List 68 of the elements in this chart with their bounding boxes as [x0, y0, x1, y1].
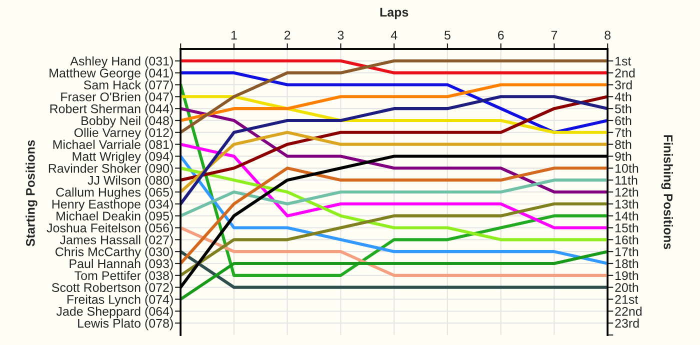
y2-tick-label: 14th [616, 211, 638, 220]
y2-tick-label: 6th [615, 116, 632, 126]
line-series [180, 202, 608, 277]
y2-tick-label: 3rd [615, 80, 632, 90]
category-label: Sam Hack (077) [84, 80, 173, 92]
y2-tick-label: 17th [616, 247, 638, 256]
y2-tick-label: 20th [615, 282, 638, 292]
y2-tick-label: 23rd [615, 318, 639, 328]
category-label: JJ Wilson (080) [88, 176, 173, 188]
category-label: Ashley Hand (031) [70, 56, 173, 68]
line-series [180, 107, 608, 194]
y2-tick-label: 10th [616, 164, 638, 173]
y2-tick-label: 4th [614, 92, 632, 102]
y2-tick-label: 2nd [615, 68, 635, 78]
category-label: Henry Easthope (034) [52, 199, 173, 212]
category-label: Tom Pettifer (038) [74, 270, 173, 283]
y2-axis-title: Finishing Positions [661, 135, 673, 250]
line-series [180, 142, 608, 230]
y2-tick-label: 16th [616, 235, 638, 244]
line-series [180, 83, 608, 122]
line-series [180, 95, 608, 206]
category-label: Callum Hughes (065) [56, 187, 173, 200]
x-tick-label: 7 [551, 30, 558, 40]
line-series [180, 166, 608, 242]
y2-tick-label: 11th [616, 176, 638, 185]
category-label: Matt Wrigley (094) [72, 152, 173, 164]
x-tick-label: 3 [338, 30, 344, 40]
y2-tick-label: 19th [616, 270, 638, 280]
category-label: Scott Robertson (072) [52, 282, 173, 294]
x-tick-label: 8 [604, 30, 611, 40]
y2-tick-label: 22nd [615, 306, 642, 316]
y2-tick-label: 7th [615, 128, 632, 138]
category-label: Matthew George (041) [50, 68, 173, 80]
category-label: Paul Hannah (093) [70, 258, 173, 271]
category-label: Lewis Plato (078) [78, 318, 173, 330]
category-label: Bobby Neil (048) [82, 116, 173, 128]
x-tick-label: 5 [444, 30, 450, 40]
category-label: Freitas Lynch (074) [67, 294, 173, 306]
x-tick-label: 4 [390, 30, 398, 40]
y2-tick-label: 8th [615, 140, 632, 149]
line-series [180, 59, 608, 134]
line-series [180, 95, 608, 182]
y2-tick-label: 12th [616, 187, 638, 197]
category-label: Fraser O'Brien (047) [61, 92, 173, 104]
y2-tick-label: 13th [616, 199, 638, 209]
category-label: Joshua Feitelson (056) [46, 223, 173, 235]
category-label: Michael Varriale (081) [53, 140, 173, 152]
line-series [180, 71, 608, 134]
category-label: Michael Deakin (095) [56, 211, 173, 223]
y2-tick-label: 5th [615, 104, 632, 114]
line-series [180, 178, 608, 218]
category-label: Ravinder Shoker (090) [48, 164, 173, 176]
y2-tick-label: 18th [616, 258, 638, 268]
category-label: Robert Sherman (044) [50, 104, 173, 116]
y2-tick-label: 15th [616, 223, 638, 232]
x-axis-title: Laps [380, 8, 408, 20]
y2-tick-label: 1st [616, 56, 632, 66]
category-label: Jade Sheppard (064) [56, 306, 173, 318]
category-label: James Hassall (027) [60, 235, 173, 247]
category-label: Ollie Varney (012) [74, 128, 173, 140]
x-tick-label: 1 [231, 30, 237, 40]
x-tick-label: 6 [498, 30, 504, 40]
text: Starting Positions [26, 140, 38, 246]
x-tick-label: 2 [284, 30, 290, 40]
y2-tick-label: 9th [615, 152, 632, 161]
y2-tick-label: 21st [615, 295, 638, 304]
category-label: Chris McCarthy (030) [56, 247, 173, 259]
line-series [180, 95, 608, 134]
